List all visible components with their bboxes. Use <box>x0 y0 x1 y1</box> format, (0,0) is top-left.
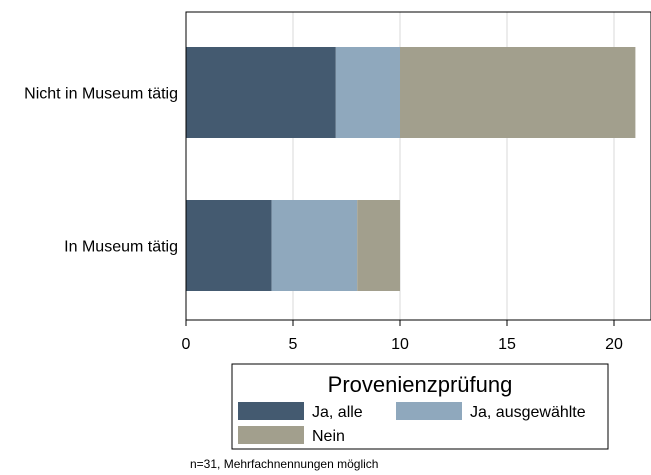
bar-segment <box>357 200 400 291</box>
plot-frame <box>185 11 651 321</box>
bar-segment <box>400 47 636 138</box>
legend-swatch <box>238 426 304 444</box>
x-tick-label: 5 <box>289 336 298 353</box>
bar-segment <box>271 200 358 291</box>
legend-label: Nein <box>312 428 345 445</box>
bar-group <box>186 47 636 291</box>
x-axis: 0 5 10 15 20 <box>182 320 623 353</box>
y-axis-categories: Nicht in Museum tätig In Museum tätig <box>24 86 178 256</box>
x-tick-label: 20 <box>605 336 623 353</box>
x-tick-label: 15 <box>498 336 516 353</box>
x-tick-label: 0 <box>182 336 191 353</box>
legend-label: Ja, alle <box>312 404 363 421</box>
category-label: In Museum tätig <box>64 239 178 256</box>
bar-segment <box>186 47 336 138</box>
legend-title: Provenienzprüfung <box>328 372 513 397</box>
legend: Provenienzprüfung Ja, alle Ja, ausgewählt… <box>231 363 609 450</box>
category-label: Nicht in Museum tätig <box>24 86 178 103</box>
bar-segment <box>186 200 272 291</box>
bar-segment <box>335 47 400 138</box>
legend-label: Ja, ausgewählte <box>470 404 586 421</box>
x-tick-label: 10 <box>391 336 409 353</box>
legend-swatch <box>238 402 304 420</box>
legend-swatch <box>396 402 462 420</box>
footnote: n=31, Mehrfachnennungen möglich <box>190 457 379 471</box>
